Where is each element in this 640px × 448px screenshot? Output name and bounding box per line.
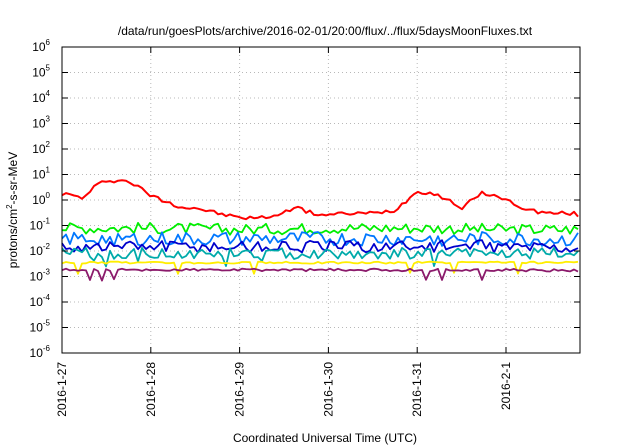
y-tick-exponent: -1 [43,217,51,226]
y-tick-exponent: 3 [46,115,51,124]
y-tick-label: 101 [32,166,50,182]
y-tick-exponent: -3 [43,268,51,277]
x-tick-label: 2016-1-28 [144,362,158,417]
y-axis-label-exponent: 2 [5,204,14,209]
x-tick-label: 2016-1-27 [55,362,69,417]
x-tick-label: 2016-2-1 [499,362,513,410]
y-tick-base: 10 [30,270,44,284]
y-tick-label: 10-6 [30,344,51,360]
x-tick-label: 2016-1-29 [233,362,247,417]
y-tick-base: 10 [30,321,44,335]
series-line [61,260,579,275]
y-tick-exponent: 5 [46,64,51,73]
series-line [61,231,579,247]
y-tick-exponent: 2 [46,140,51,149]
y-axis-label-main: protons/cm [6,209,20,268]
y-tick-exponent: -2 [43,242,51,251]
y-tick-base: 10 [32,193,46,207]
y-tick-label: 103 [32,115,50,131]
y-tick-base: 10 [32,168,46,182]
y-tick-base: 10 [30,219,44,233]
x-axis-label: Coordinated Universal Time (UTC) [233,431,417,445]
y-tick-exponent: -6 [43,344,51,353]
y-tick-label: 10-4 [30,293,51,309]
y-tick-label: 10-5 [30,319,51,335]
series-line [61,179,579,221]
x-tick-label: 2016-1-31 [410,362,424,417]
y-tick-base: 10 [32,142,46,156]
chart-title: /data/run/goesPlots/archive/2016-02-01/2… [118,24,533,38]
y-tick-label: 102 [32,140,50,156]
y-tick-exponent: 4 [46,89,51,98]
y-tick-label: 100 [32,191,50,207]
y-tick-label: 10-2 [30,242,51,258]
y-tick-base: 10 [30,244,44,258]
series-line [61,239,579,254]
series-group [61,179,579,282]
y-axis-label: protons/cm2-s-sr-MeV [5,152,20,268]
series-line [61,246,579,268]
y-tick-exponent: -4 [43,293,51,302]
y-tick-exponent: -5 [43,319,51,328]
y-tick-base: 10 [32,66,46,80]
x-axis: 2016-1-27 2016-1-28 2016-1-29 2016-1-30 2016… [55,47,513,417]
y-tick-exponent: 1 [46,166,51,175]
y-tick-label: 10-1 [30,217,51,233]
y-tick-base: 10 [30,346,44,360]
y-tick-label: 105 [32,64,50,80]
y-tick-label: 104 [32,89,50,105]
y-tick-label: 10-3 [30,268,51,284]
y-tick-base: 10 [32,117,46,131]
series-line [61,267,579,282]
y-tick-exponent: 6 [46,38,51,47]
y-axis-label-unit: -s-sr-MeV [6,152,20,205]
y-tick-base: 10 [32,40,46,54]
y-tick-base: 10 [32,91,46,105]
y-tick-base: 10 [30,295,44,309]
y-tick-label: 106 [32,38,50,54]
y-tick-exponent: 0 [46,191,51,200]
x-tick-label: 2016-1-30 [321,362,335,417]
y-axis: 10-610-510-410-310-210-11001011021031041… [30,38,580,360]
